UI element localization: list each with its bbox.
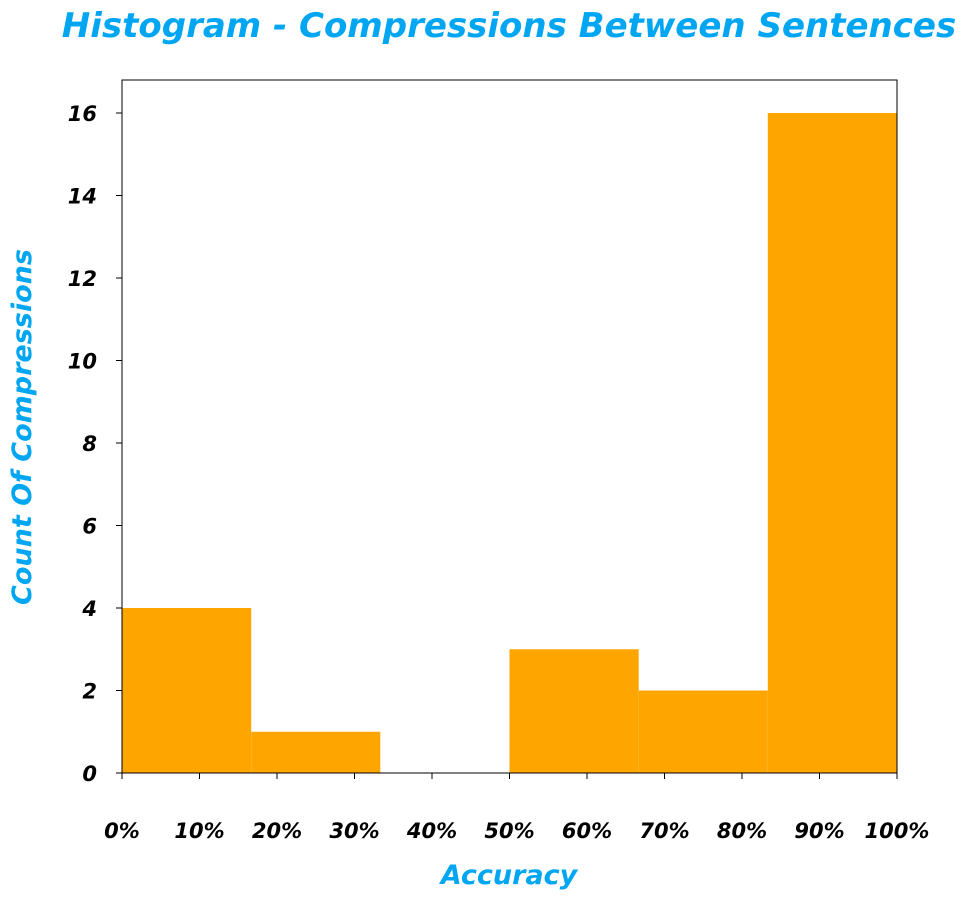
x-tick-label: 90% [794,819,844,843]
y-tick-label: 12 [68,267,97,291]
y-tick-label: 6 [82,515,97,539]
chart-title: Histogram - Compressions Between Sentenc… [62,6,956,46]
x-tick-label: 20% [252,819,302,843]
y-tick-label: 4 [81,597,97,621]
x-tick-label: 40% [406,819,457,843]
y-tick-label: 8 [82,432,97,456]
y-tick-label: 16 [68,102,97,126]
histogram-bar [767,113,897,773]
y-tick-label: 10 [68,350,97,374]
x-tick-label: 70% [639,819,689,843]
histogram-bar [122,608,252,773]
x-axis-ticks: 0% 10% 20% 30% 40% 50% 60% 70% 80% 90% 100% [104,773,929,843]
y-tick-label: 0 [82,762,97,786]
y-tick-label: 14 [68,185,97,209]
y-axis-ticks: 0 2 4 6 8 10 12 14 16 [68,102,122,786]
x-tick-label: 10% [174,819,224,843]
x-tick-label: 100% [865,819,930,843]
x-tick-label: 50% [484,819,534,843]
histogram-bar [251,731,381,773]
x-axis-label: Accuracy [439,860,579,891]
bars-group [122,113,897,773]
histogram-bar [509,649,639,773]
histogram-bar [638,690,768,773]
y-tick-label: 2 [82,680,97,704]
x-tick-label: 80% [717,819,767,843]
x-tick-label: 60% [562,819,612,843]
y-axis-label: Count Of Compressions [7,249,38,605]
x-tick-label: 30% [329,819,379,843]
x-tick-label: 0% [104,819,140,843]
